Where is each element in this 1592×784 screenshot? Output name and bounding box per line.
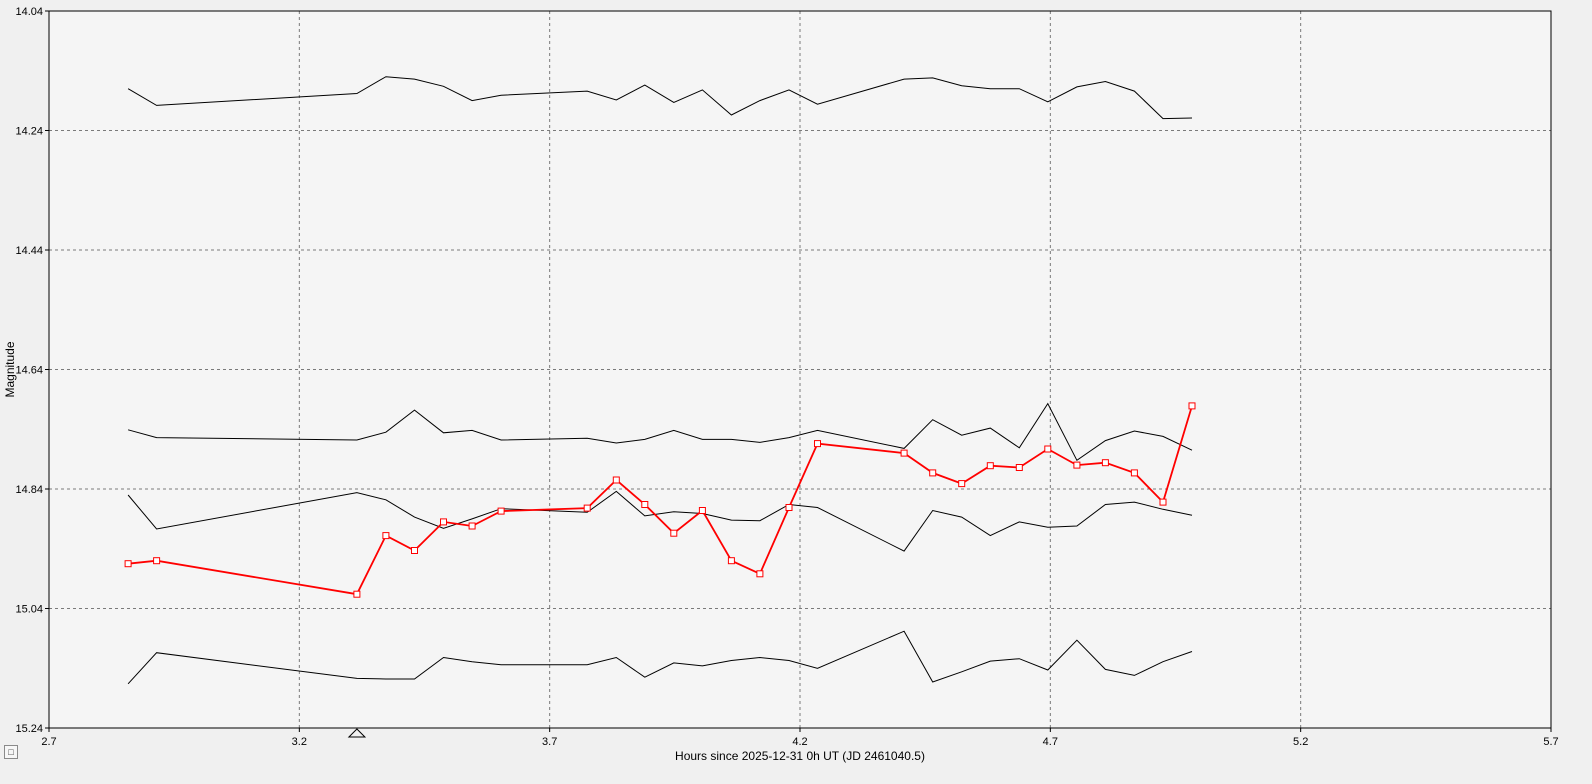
tick-labels: 2.7 3.2 3.7 4.2 4.7 5.2 5.7 14.04 14.24 14.44 14.6…	[15, 6, 1558, 748]
target-data-point	[756, 570, 764, 578]
target-data-point	[900, 449, 908, 457]
target-data-point	[468, 522, 476, 530]
x-axis-label: Hours since 2025-12-31 0h UT (JD 2461040…	[675, 749, 925, 763]
target-data-point	[641, 501, 649, 508]
corner-toggle-button[interactable]: □	[4, 745, 18, 759]
target-data-point	[153, 557, 161, 565]
target-data-point	[124, 560, 132, 568]
x-tick-label: 5.2	[1293, 736, 1308, 748]
comparison-series-line	[127, 402, 1193, 462]
target-data-point	[670, 529, 678, 537]
grid-lines	[49, 11, 1551, 728]
y-tick-label: 14.24	[15, 126, 43, 138]
x-tick-label: 2.7	[41, 736, 56, 748]
y-axis-label: Magnitude	[3, 341, 17, 397]
time-marker-triangle	[347, 728, 367, 738]
time-marker-layer	[347, 728, 367, 738]
comparison-series-line	[127, 630, 1193, 685]
target-data-point	[814, 440, 821, 448]
y-tick-label: 14.64	[15, 365, 43, 377]
target-data-point	[785, 504, 793, 511]
x-tick-label: 3.7	[542, 736, 557, 748]
target-data-point	[929, 469, 937, 477]
target-data-point	[1130, 469, 1138, 477]
target-data-point	[497, 507, 505, 515]
target-data-point	[698, 507, 706, 514]
y-tick-label: 15.04	[15, 604, 43, 616]
comparison-series-line	[127, 76, 1193, 120]
x-tick-label: 3.2	[292, 736, 307, 748]
x-tick-label: 4.7	[1043, 736, 1058, 748]
target-data-point	[382, 532, 390, 540]
target-data-point	[1188, 402, 1196, 410]
y-tick-label: 14.44	[15, 245, 43, 257]
comparison-series-line	[127, 490, 1193, 552]
target-data-point	[958, 480, 966, 488]
x-tick-label: 5.7	[1543, 736, 1558, 748]
y-tick-label: 14.04	[15, 6, 43, 18]
target-series-line	[128, 405, 1193, 596]
target-data-point	[353, 590, 361, 598]
target-data-point	[612, 476, 620, 484]
target-data-point	[411, 547, 418, 554]
y-tick-label: 15.24	[15, 723, 43, 735]
target-data-point	[727, 557, 735, 565]
series-layer	[124, 76, 1196, 685]
target-data-point	[1015, 464, 1023, 471]
target-data-point	[986, 462, 994, 470]
target-data-point	[1044, 445, 1052, 453]
x-tick-label: 4.2	[792, 736, 807, 748]
target-data-point	[1101, 459, 1109, 467]
target-data-point	[583, 504, 591, 512]
y-tick-label: 14.84	[15, 484, 43, 496]
target-data-point	[1073, 461, 1081, 469]
target-data-point	[440, 518, 447, 526]
target-data-point	[1159, 498, 1167, 506]
